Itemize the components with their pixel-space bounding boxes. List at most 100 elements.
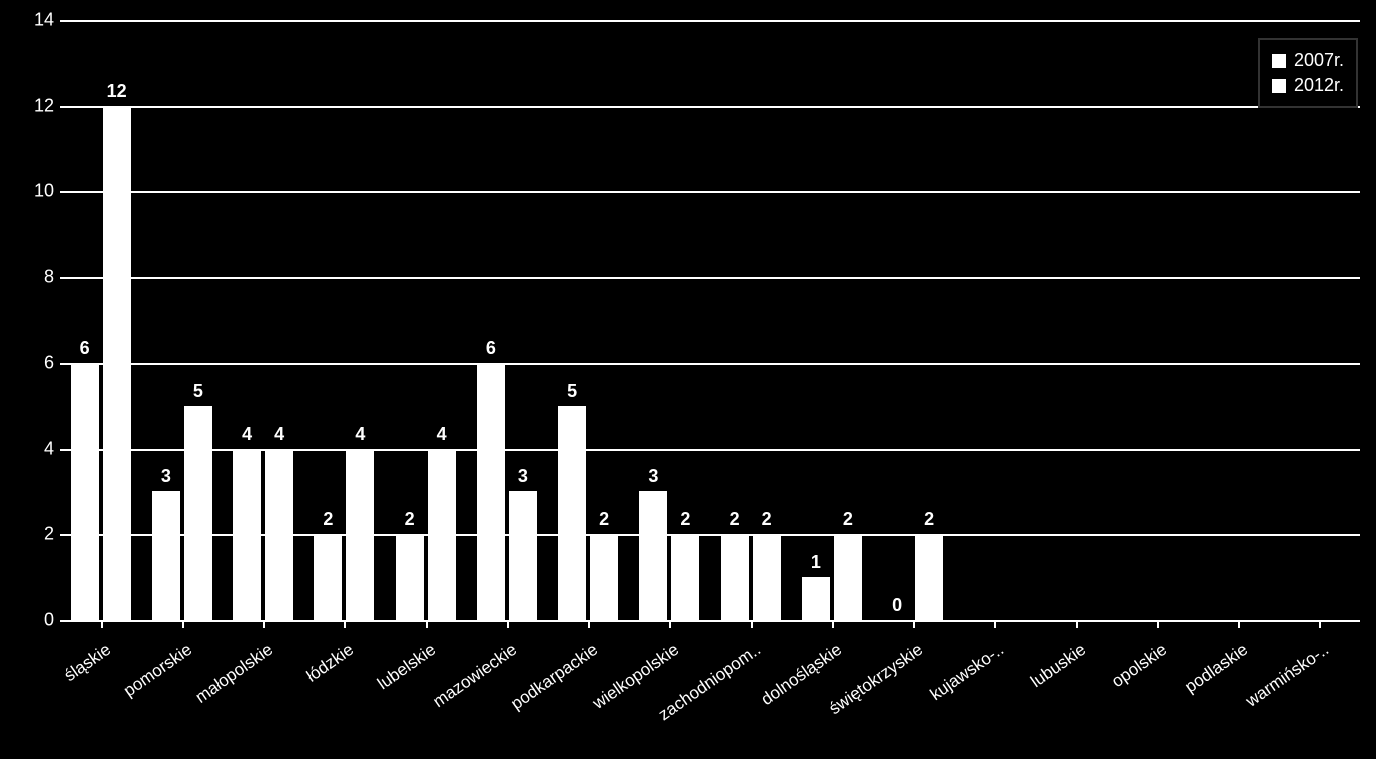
legend: 2007r. 2012r. [1258,38,1358,108]
bar: 5 [558,406,586,620]
x-axis-label: mazowieckie [429,640,520,712]
bar-group: 24 [314,449,374,620]
bar-value-label: 2 [405,509,415,530]
y-tick-label: 4 [14,438,54,459]
x-axis-label: lubelskie [374,640,440,694]
x-axis-label: łódzkie [303,640,358,687]
bar: 4 [233,449,261,620]
bar: 4 [428,449,456,620]
bar-group: 12 [802,534,862,620]
legend-item-2007: 2007r. [1272,50,1344,71]
bar-value-label: 3 [648,466,658,487]
x-tick [994,620,996,628]
legend-label: 2012r. [1294,75,1344,96]
x-tick [751,620,753,628]
bar-value-label: 4 [242,424,252,445]
bar: 2 [396,534,424,620]
bar-group: 52 [558,406,618,620]
bar: 6 [477,363,505,620]
bar-value-label: 2 [730,509,740,530]
x-tick [507,620,509,628]
bar-group: 612 [71,106,131,620]
bar: 12 [103,106,131,620]
bar-value-label: 6 [80,338,90,359]
bar-group: 63 [477,363,537,620]
x-tick [1157,620,1159,628]
legend-swatch-icon [1272,54,1286,68]
chart-container: 61235442424635232221202 śląskiepomorskie… [0,0,1376,759]
x-axis-label: warmińsko-.. [1243,640,1333,712]
bar: 2 [590,534,618,620]
bar: 4 [346,449,374,620]
x-axis-label: podkarpackie [508,640,602,714]
x-tick [669,620,671,628]
y-tick-label: 14 [14,10,54,31]
y-tick-label: 8 [14,267,54,288]
bar-value-label: 4 [355,424,365,445]
x-axis-label: kujawsko-.. [927,640,1008,705]
x-tick [426,620,428,628]
bar: 3 [152,491,180,620]
x-tick [1076,620,1078,628]
x-axis-label: podlaskie [1182,640,1252,698]
bar-value-label: 0 [892,595,902,616]
bar-group: 02 [883,534,943,620]
bar-value-label: 2 [924,509,934,530]
bar-value-label: 3 [518,466,528,487]
x-axis-label: małopolskie [192,640,277,708]
x-tick [344,620,346,628]
x-tick [913,620,915,628]
bar-value-label: 2 [843,509,853,530]
bar-group: 44 [233,449,293,620]
x-tick [832,620,834,628]
bar-value-label: 2 [599,509,609,530]
bar-value-label: 5 [193,381,203,402]
bar-value-label: 3 [161,466,171,487]
x-axis-label: lubuskie [1027,640,1090,692]
bar: 2 [314,534,342,620]
x-axis-label: pomorskie [120,640,196,701]
bar: 2 [753,534,781,620]
x-tick [1319,620,1321,628]
x-axis-label: śląskie [60,640,114,686]
y-tick-label: 2 [14,524,54,545]
bar: 4 [265,449,293,620]
bar: 3 [509,491,537,620]
bar-value-label: 2 [680,509,690,530]
bar-value-label: 4 [274,424,284,445]
bar: 5 [184,406,212,620]
x-axis-labels: śląskiepomorskiemałopolskie łódzkie lubels… [60,628,1360,748]
bar: 6 [71,363,99,620]
x-tick [1238,620,1240,628]
legend-label: 2007r. [1294,50,1344,71]
x-tick [263,620,265,628]
bar-group: 22 [721,534,781,620]
y-tick-label: 0 [14,610,54,631]
legend-item-2012: 2012r. [1272,75,1344,96]
x-tick [101,620,103,628]
bar-group: 24 [396,449,456,620]
x-tick [182,620,184,628]
gridline [60,620,1360,622]
y-tick-label: 6 [14,352,54,373]
x-axis-label: opolskie [1108,640,1171,692]
x-tick [588,620,590,628]
bar-group: 35 [152,406,212,620]
bar-value-label: 12 [107,81,127,102]
bar-group: 32 [639,491,699,620]
bar: 2 [834,534,862,620]
bar-value-label: 1 [811,552,821,573]
bar-value-label: 2 [762,509,772,530]
bar-value-label: 5 [567,381,577,402]
y-tick-label: 12 [14,95,54,116]
bar-value-label: 6 [486,338,496,359]
legend-swatch-icon [1272,79,1286,93]
bar: 2 [915,534,943,620]
bar: 1 [802,577,830,620]
bar: 2 [721,534,749,620]
bar-value-label: 4 [437,424,447,445]
bar: 3 [639,491,667,620]
bar-value-label: 2 [323,509,333,530]
y-tick-label: 10 [14,181,54,202]
bars-area: 61235442424635232221202 [60,20,1360,620]
